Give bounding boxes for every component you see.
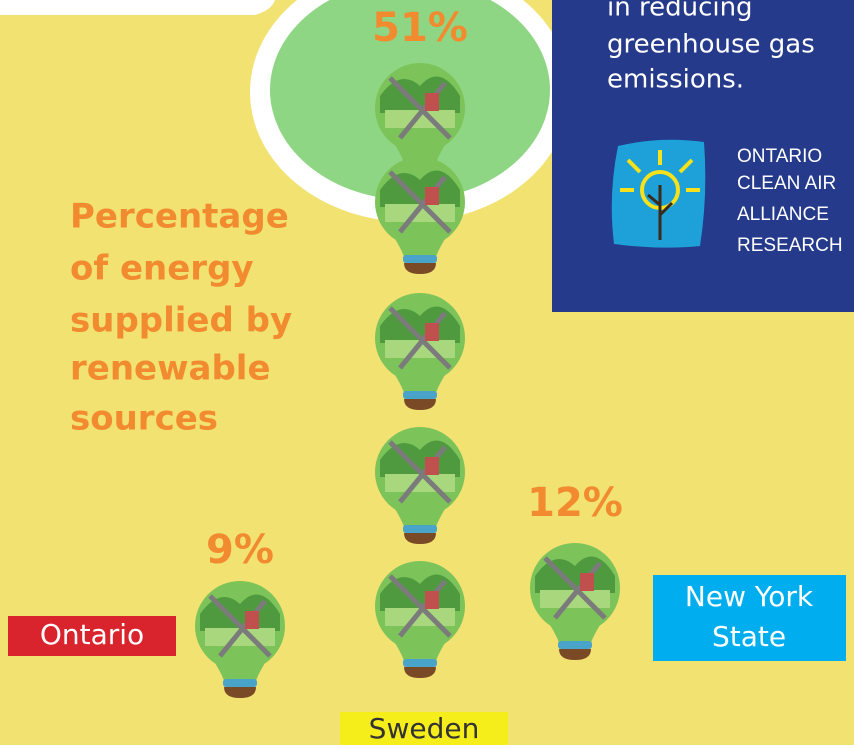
title-line: renewable — [70, 349, 271, 389]
newyork-label: New York — [685, 580, 814, 613]
logo-line: RESEARCH — [737, 235, 843, 256]
newyork-box — [653, 575, 846, 661]
panel-line: greenhouse gas — [607, 30, 815, 60]
panel-line: emissions. — [607, 65, 744, 95]
ontario-box — [8, 616, 176, 656]
title-line: supplied by — [70, 301, 292, 341]
sweden-percent: 51% — [372, 5, 468, 51]
logo-line: ONTARIO — [737, 146, 822, 167]
newyork-percent: 12% — [527, 480, 623, 526]
ontario-percent: 9% — [206, 527, 274, 573]
title-line: Percentage — [70, 197, 289, 237]
sweden-box — [340, 712, 508, 745]
white-corner — [0, 0, 275, 15]
title-line: sources — [70, 399, 218, 439]
title-line: of energy — [70, 249, 254, 289]
panel-line: in reducing — [607, 0, 753, 23]
logo-line: ALLIANCE — [737, 204, 829, 225]
newyork-label: State — [712, 620, 786, 653]
logo-line: CLEAN AIR — [737, 173, 836, 194]
sweden-label: Sweden — [369, 712, 480, 745]
ontario-label: Ontario — [40, 618, 144, 651]
logo-icon — [611, 139, 706, 248]
